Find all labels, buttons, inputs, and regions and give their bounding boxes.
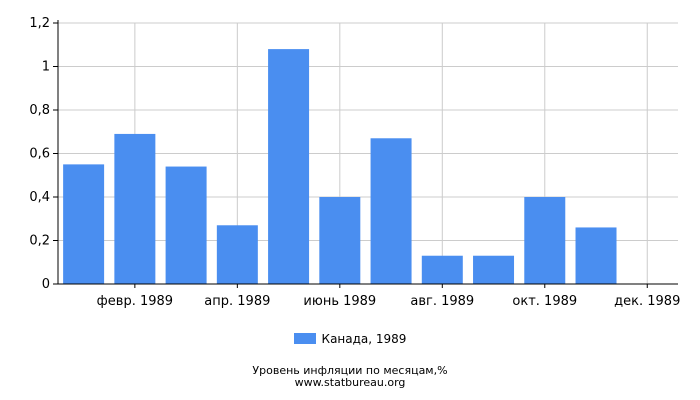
bar — [319, 197, 361, 284]
source-url: www.statbureau.org — [294, 376, 406, 389]
bar-chart: 0 0,2 0,4 0,6 0,8 1 1,2 февр. 1989 апр. 1989 июн… — [29, 16, 680, 309]
y-tick-label: 0,4 — [29, 190, 50, 205]
bar — [421, 255, 463, 284]
x-tick-label: окт. 1989 — [512, 294, 577, 309]
grid-lines — [58, 22, 678, 284]
y-tick-label: 0,6 — [29, 147, 50, 162]
legend: Канада, 1989 — [0, 332, 700, 346]
y-tick-label: 0,8 — [29, 103, 50, 118]
x-tick-label: авг. 1989 — [410, 294, 474, 309]
y-axis-ticks: 0 0,2 0,4 0,6 0,8 1 1,2 — [29, 16, 58, 292]
y-tick-label: 0,2 — [29, 234, 50, 249]
y-tick-label: 0 — [42, 277, 50, 292]
bar — [575, 227, 617, 284]
legend-swatch — [293, 333, 316, 344]
x-axis-ticks: февр. 1989 апр. 1989 июнь 1989 авг. 1989 окт… — [97, 284, 680, 309]
x-tick-label: апр. 1989 — [204, 294, 270, 309]
bar — [268, 49, 310, 284]
bar — [370, 138, 412, 284]
bar — [473, 255, 515, 284]
legend-label: Канада, 1989 — [321, 332, 407, 346]
x-tick-label: июнь 1989 — [303, 294, 376, 309]
y-tick-label: 1,2 — [29, 16, 50, 31]
bar — [524, 197, 566, 284]
bar — [114, 133, 156, 284]
x-tick-label: дек. 1989 — [614, 294, 680, 309]
x-tick-label: февр. 1989 — [97, 294, 173, 309]
bars — [63, 49, 617, 284]
bar — [216, 225, 258, 284]
bar — [165, 166, 207, 284]
bar — [63, 164, 105, 284]
chart-caption: Уровень инфляции по месяцам,% — [252, 364, 448, 377]
y-tick-label: 1 — [42, 60, 50, 75]
